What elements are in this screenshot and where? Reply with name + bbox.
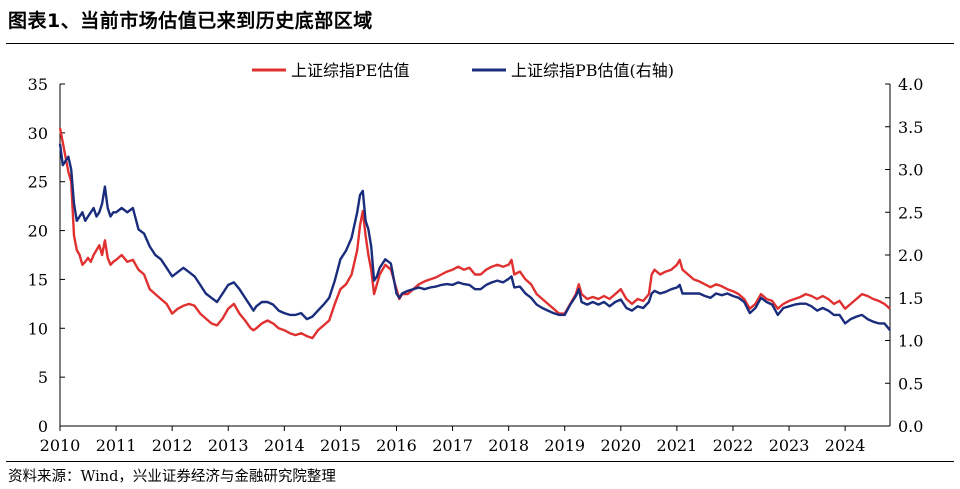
- x-tick-label: 2010: [40, 436, 81, 455]
- left-tick-label: 25: [28, 173, 48, 192]
- x-tick-label: 2022: [713, 436, 754, 455]
- x-tick-label: 2014: [264, 436, 305, 455]
- right-tick-label: 3.0: [898, 161, 923, 180]
- legend: 上证综指PE估值 上证综指PB估值(右轴): [252, 61, 674, 80]
- series-layer: [58, 127, 891, 340]
- left-axis-ticks: 0 5 10 15 20 25 30 35: [28, 75, 65, 436]
- x-tick-label: 2013: [208, 436, 249, 455]
- page-title: 图表1、当前市场估值已来到历史底部区域: [8, 10, 373, 32]
- left-tick-label: 35: [28, 75, 48, 94]
- right-tick-label: 3.5: [898, 118, 923, 137]
- right-tick-label: 1.5: [898, 289, 923, 308]
- x-axis-ticks: 2010 2011 2012 2013 2014 2015 2016 2017 2018 2019…: [40, 426, 866, 455]
- left-tick-label: 20: [28, 222, 48, 241]
- left-tick-label: 10: [28, 319, 48, 338]
- left-tick-label: 5: [38, 368, 48, 387]
- x-tick-label: 2016: [376, 436, 417, 455]
- x-tick-label: 2017: [432, 436, 473, 455]
- right-axis-ticks: 0.0 0.5 1.0 1.5 2.0 2.5 3.0 3.5 4.0: [885, 75, 923, 436]
- pe-series-line: [58, 127, 891, 340]
- x-tick-label: 2011: [96, 436, 137, 455]
- left-tick-label: 30: [28, 124, 48, 143]
- left-tick-label: 15: [28, 270, 48, 289]
- right-tick-label: 0.0: [898, 417, 923, 436]
- x-tick-label: 2023: [769, 436, 810, 455]
- left-tick-label: 0: [38, 417, 48, 436]
- right-tick-label: 2.0: [898, 246, 923, 265]
- right-tick-label: 4.0: [898, 75, 923, 94]
- legend-pb-label: 上证综指PB估值(右轴): [511, 61, 674, 80]
- x-tick-label: 2015: [320, 436, 361, 455]
- title-divider: [6, 43, 954, 44]
- source-note: 资料来源：Wind，兴业证券经济与金融研究院整理: [8, 469, 336, 485]
- right-tick-label: 0.5: [898, 374, 923, 393]
- pb-series-line: [58, 143, 891, 331]
- right-tick-label: 1.0: [898, 332, 923, 351]
- x-tick-label: 2012: [152, 436, 193, 455]
- x-tick-label: 2019: [544, 436, 585, 455]
- chart-axes: [59, 84, 891, 427]
- x-tick-label: 2021: [657, 436, 698, 455]
- x-tick-label: 2018: [488, 436, 529, 455]
- right-tick-label: 2.5: [898, 203, 923, 222]
- legend-pe-label: 上证综指PE估值: [291, 61, 409, 80]
- footer-divider: [6, 461, 954, 462]
- x-tick-label: 2024: [825, 436, 866, 455]
- x-tick-label: 2020: [600, 436, 641, 455]
